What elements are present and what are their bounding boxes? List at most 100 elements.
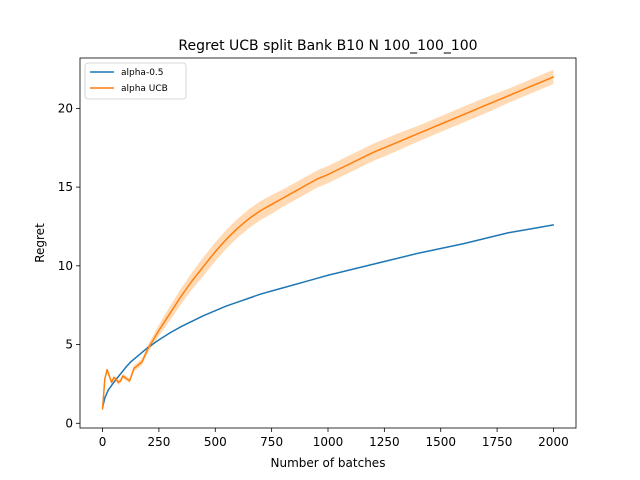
point-alpha-ucb <box>395 142 397 144</box>
point-alpha-0-5 <box>104 397 106 399</box>
point-alpha-ucb <box>203 265 205 267</box>
point-alpha-ucb <box>135 365 137 368</box>
point-alpha-0-5 <box>552 224 555 226</box>
point-alpha-ucb <box>259 210 261 212</box>
plot-area <box>80 58 576 428</box>
point-alpha-ucb <box>552 76 555 78</box>
point-alpha-0-5 <box>485 237 487 239</box>
point-alpha-ucb <box>147 348 149 350</box>
point-alpha-ucb <box>293 191 295 193</box>
point-alpha-ucb <box>133 367 135 369</box>
point-alpha-0-5 <box>293 284 295 286</box>
y-tick-label: 0 <box>65 416 73 430</box>
point-alpha-ucb <box>110 381 113 383</box>
x-tick-label: 250 <box>147 435 170 449</box>
point-alpha-ucb <box>417 132 419 135</box>
point-alpha-ucb <box>131 373 133 376</box>
y-tick-label: 20 <box>58 101 73 115</box>
point-alpha-0-5 <box>107 389 109 391</box>
point-alpha-0-5 <box>327 274 329 276</box>
point-alpha-0-5 <box>203 314 205 317</box>
point-alpha-0-5 <box>130 361 132 363</box>
line-alpha-0-5 <box>101 224 554 408</box>
point-alpha-ucb <box>104 378 106 380</box>
x-tick-label: 1250 <box>369 435 400 449</box>
point-alpha-ucb <box>225 238 228 240</box>
point-alpha-0-5 <box>271 290 273 292</box>
point-alpha-ucb <box>180 295 183 297</box>
point-alpha-ucb <box>169 312 171 314</box>
point-alpha-ucb <box>327 173 329 176</box>
point-alpha-ucb <box>372 151 374 154</box>
point-alpha-ucb <box>316 178 318 180</box>
point-alpha-0-5 <box>349 269 352 271</box>
point-alpha-ucb <box>122 375 124 377</box>
point-alpha-0-5 <box>462 243 464 245</box>
y-tick-label: 10 <box>58 259 73 273</box>
point-alpha-ucb <box>117 381 119 383</box>
point-alpha-0-5 <box>225 305 228 307</box>
point-alpha-0-5 <box>214 310 216 312</box>
point-alpha-ucb <box>248 217 250 220</box>
point-alpha-ucb <box>108 375 110 377</box>
point-alpha-0-5 <box>316 277 318 280</box>
point-alpha-ucb <box>141 361 143 363</box>
point-alpha-ucb <box>119 380 122 382</box>
point-alpha-0-5 <box>304 280 307 283</box>
y-tick-label: 15 <box>58 180 73 194</box>
x-tick-label: 2000 <box>538 435 569 449</box>
point-alpha-ucb <box>126 378 128 380</box>
series-lines <box>101 76 555 410</box>
point-alpha-ucb <box>304 184 307 187</box>
y-axis-label: Regret <box>33 223 47 263</box>
point-alpha-0-5 <box>248 297 250 299</box>
point-alpha-0-5 <box>158 339 160 341</box>
x-tick-label: 1000 <box>313 435 344 449</box>
y-axis-ticks: 0 5 10 15 20 <box>58 101 80 430</box>
x-axis-label: Number of batches <box>271 456 386 470</box>
point-alpha-ucb <box>101 408 104 410</box>
point-alpha-ucb <box>282 197 284 199</box>
point-alpha-0-5 <box>124 367 126 369</box>
point-alpha-ucb <box>113 377 115 379</box>
x-tick-label: 1500 <box>425 435 456 449</box>
point-alpha-0-5 <box>169 332 171 334</box>
point-alpha-0-5 <box>192 320 194 322</box>
point-alpha-0-5 <box>372 263 374 265</box>
point-alpha-ucb <box>440 123 442 125</box>
point-alpha-ucb <box>129 380 131 382</box>
point-alpha-ucb <box>462 114 464 116</box>
point-alpha-ucb <box>124 377 126 379</box>
point-alpha-ucb <box>237 227 239 229</box>
point-alpha-ucb <box>349 162 352 165</box>
x-tick-label: 0 <box>99 435 107 449</box>
legend-label-alpha-ucb: alpha UCB <box>121 84 168 94</box>
point-alpha-0-5 <box>440 247 442 250</box>
point-alpha-0-5 <box>259 293 261 295</box>
point-alpha-ucb <box>485 104 487 106</box>
point-alpha-0-5 <box>417 252 419 254</box>
x-axis-ticks: 0 250 500 750 1000 1250 1500 1750 2000 <box>99 428 569 449</box>
plot-background <box>80 58 576 428</box>
point-alpha-ucb <box>530 85 532 87</box>
x-tick-label: 750 <box>260 435 283 449</box>
legend-label-alpha-0-5: alpha-0.5 <box>121 68 164 78</box>
legend: alpha-0.5 alpha UCB <box>84 62 187 100</box>
point-alpha-ucb <box>214 251 216 253</box>
x-tick-label: 500 <box>204 435 227 449</box>
point-alpha-ucb <box>158 329 160 331</box>
chart-title: Regret UCB split Bank B10 N 100_100_100 <box>178 38 477 54</box>
point-alpha-0-5 <box>118 374 121 376</box>
point-alpha-0-5 <box>135 356 137 358</box>
point-alpha-ucb <box>507 95 509 97</box>
point-alpha-ucb <box>192 279 194 281</box>
point-alpha-0-5 <box>180 325 183 328</box>
point-alpha-0-5 <box>395 258 397 260</box>
point-alpha-0-5 <box>141 351 143 354</box>
point-alpha-ucb <box>115 378 117 380</box>
point-alpha-0-5 <box>530 228 532 230</box>
y-tick-label: 5 <box>65 338 73 352</box>
point-alpha-0-5 <box>237 301 239 303</box>
